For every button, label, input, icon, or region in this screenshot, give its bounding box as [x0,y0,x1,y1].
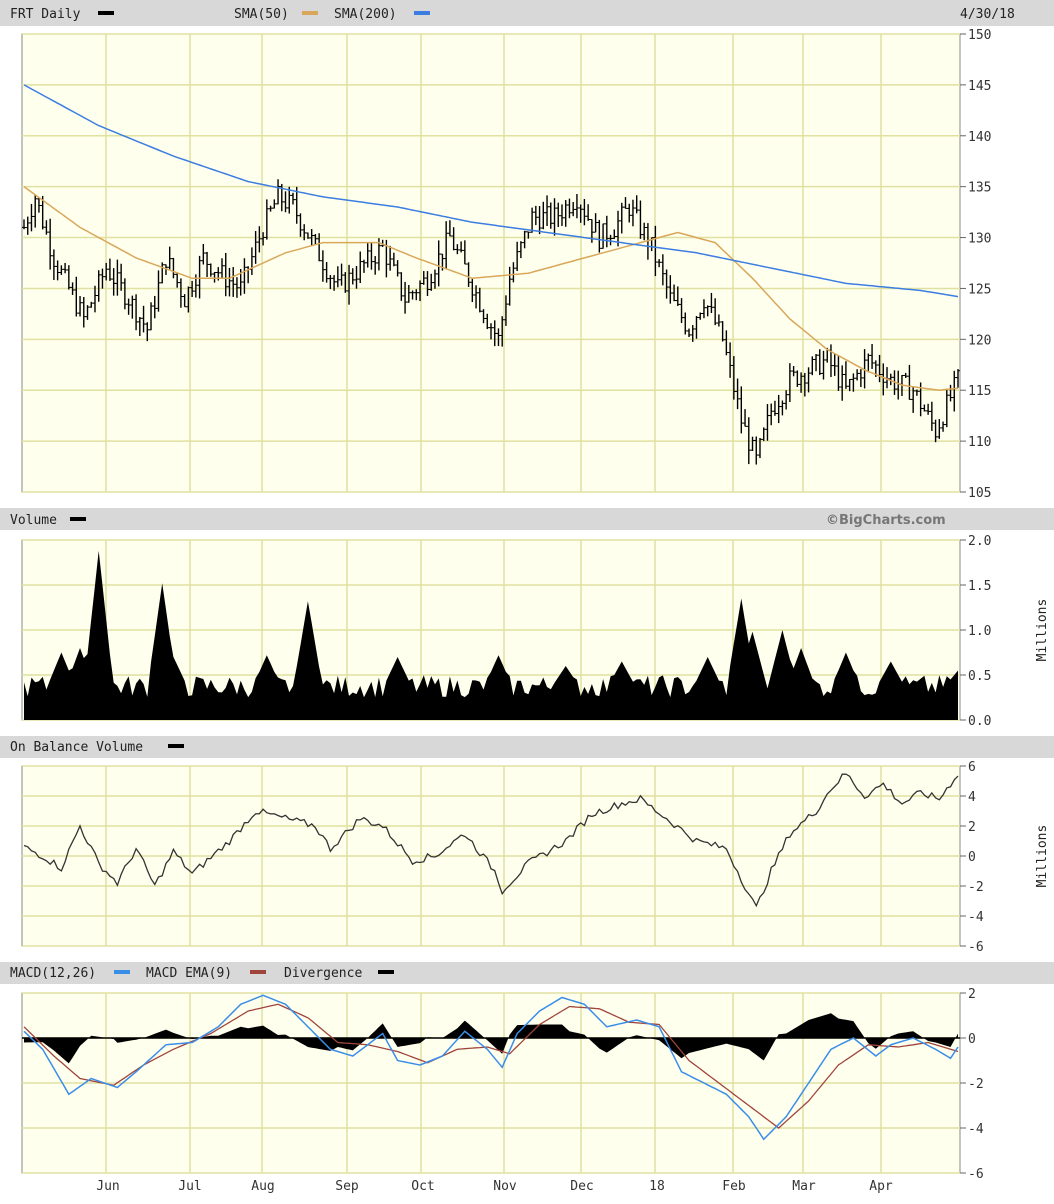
volume-units: Millions [1035,599,1050,662]
obv-line [23,773,959,908]
y-tick-label: 0 [968,850,976,865]
volume-title: Volume [10,513,57,528]
sma50-line [23,186,959,391]
y-tick-label: 135 [968,181,991,196]
y-tick-label: 150 [968,28,991,43]
x-tick-label: Feb [722,1179,746,1194]
y-tick-label: -4 [968,910,984,925]
obv-y-axis: 6 4 2 0 -2 -4 -6 [968,760,984,955]
y-tick-label: 0 [968,1032,976,1047]
divergence-title: Divergence [284,966,362,981]
macd-title: MACD(12,26) [10,966,96,981]
divergence-legend-swatch [378,970,394,974]
y-tick-label: 110 [968,435,991,450]
macd-y-axis: 2 0 -2 -4 -6 [968,987,984,1182]
y-tick-label: 145 [968,79,991,94]
macd-ema-line [23,1003,959,1129]
obv-units: Millions [1035,825,1050,888]
obv-legend-swatch [168,744,184,748]
x-tick-label: 18 [649,1179,665,1194]
chart-date: 4/30/18 [960,7,1015,22]
y-tick-label: 120 [968,333,991,348]
y-tick-label: 140 [968,130,991,145]
sma200-label: SMA(200) [334,7,397,22]
y-tick-label: 1.0 [968,624,991,639]
x-tick-label: Jul [178,1179,201,1194]
macd-line [23,994,959,1141]
y-tick-label: 1.5 [968,579,991,594]
x-tick-label: Jun [96,1179,119,1194]
symbol-legend-swatch [98,11,114,15]
y-tick-label: -2 [968,880,984,895]
x-tick-label: Mar [792,1179,816,1194]
y-tick-label: 0.5 [968,669,991,684]
sma200-line [23,84,959,298]
volume-legend-swatch [70,517,86,521]
price-ohlc-bars [22,179,960,465]
y-tick-label: -4 [968,1122,984,1137]
y-tick-label: 2 [968,820,976,835]
price-grid [22,33,966,493]
sma200-legend-swatch [414,11,430,15]
volume-y-axis: 2.0 1.5 1.0 0.5 0.0 [968,534,991,729]
y-tick-label: 2 [968,987,976,1002]
y-tick-label: 2.0 [968,534,991,549]
bigcharts-watermark: ©BigCharts.com [826,513,946,528]
symbol-label: FRT Daily [10,7,81,22]
x-tick-label: Nov [493,1179,517,1194]
y-tick-label: -6 [968,1167,984,1182]
volume-bars [24,550,958,720]
y-tick-label: -2 [968,1077,984,1092]
macd-ema-legend-swatch [250,970,266,974]
sma50-label: SMA(50) [234,7,289,22]
macd-header-bar [0,962,1054,984]
macd-ema-title: MACD EMA(9) [146,966,232,981]
obv-grid [22,765,966,947]
macd-legend-swatch [114,970,130,974]
y-tick-label: 4 [968,790,976,805]
macd-grid [22,992,966,1174]
y-tick-label: 105 [968,486,991,501]
x-tick-label: Oct [411,1179,434,1194]
y-tick-label: 6 [968,760,976,775]
x-tick-label: Aug [251,1179,274,1194]
volume-header-bar [0,508,1054,530]
obv-header-bar [0,736,1054,758]
y-tick-label: -6 [968,940,984,955]
y-tick-label: 130 [968,232,991,247]
sma50-legend-swatch [302,11,318,15]
obv-title: On Balance Volume [10,740,143,755]
x-axis: Jun Jul Aug Sep Oct Nov Dec 18 Feb Mar Apr [96,1179,893,1194]
x-tick-label: Sep [335,1179,359,1194]
y-tick-label: 115 [968,384,991,399]
x-tick-label: Apr [869,1179,893,1194]
y-tick-label: 0.0 [968,714,991,729]
y-tick-label: 125 [968,282,991,297]
price-y-axis: 150 145 140 135 130 125 120 115 110 105 [968,28,991,501]
price-header-bar [0,0,1054,26]
x-tick-label: Dec [570,1179,593,1194]
